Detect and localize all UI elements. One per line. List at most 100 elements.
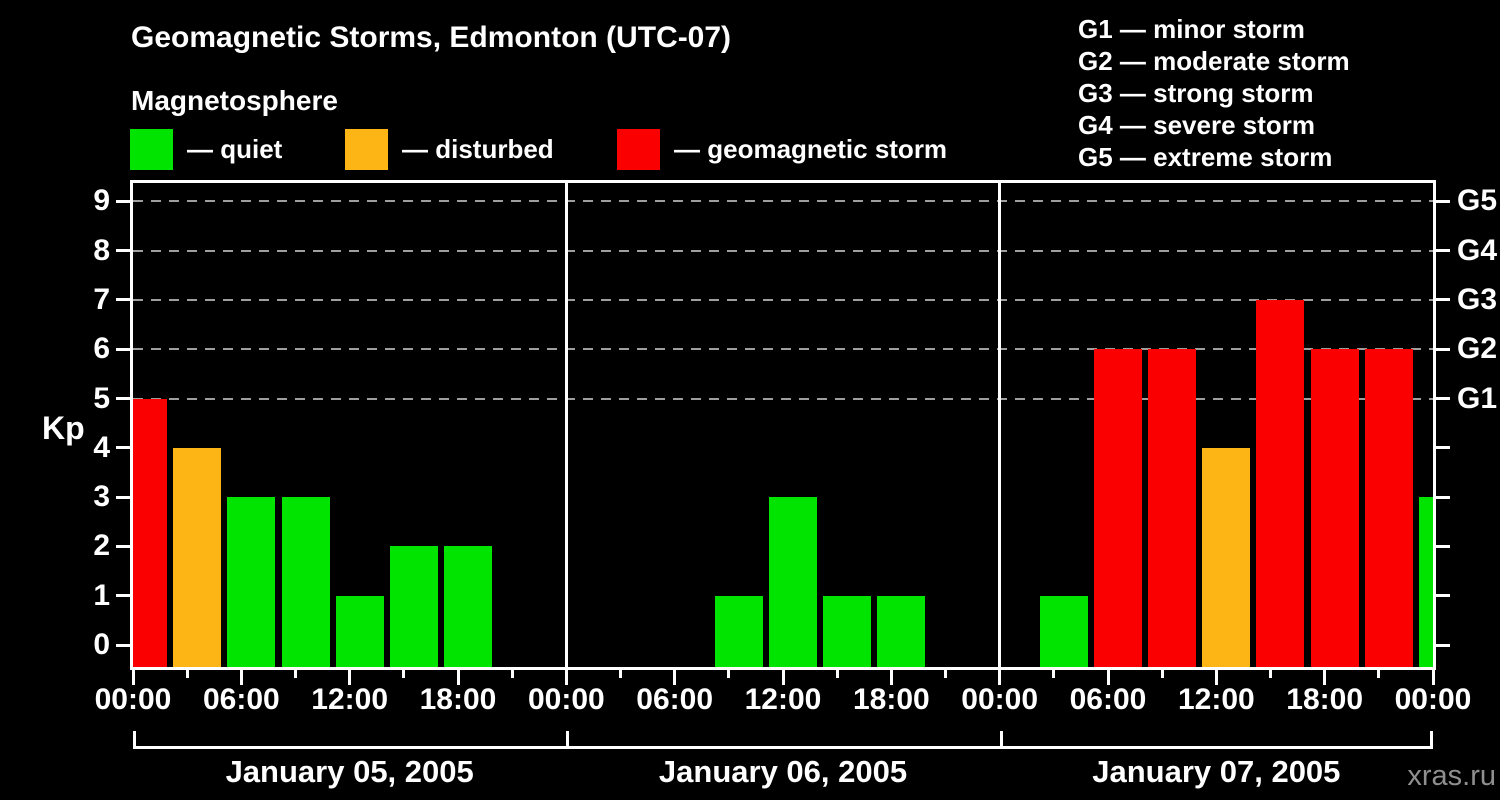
y-axis-tick [116, 298, 130, 302]
x-axis-tick [1269, 670, 1272, 678]
day-panel [566, 183, 999, 667]
x-axis-tick [1052, 670, 1056, 678]
g-axis-label: G2 [1457, 332, 1498, 366]
x-tick-label: 18:00 [1286, 683, 1364, 716]
x-axis-tick [1323, 670, 1327, 685]
date-bracket-tick [133, 731, 136, 749]
kp-bar [133, 398, 167, 667]
y-axis-tick [116, 199, 130, 203]
storm-color-swatch [617, 128, 660, 170]
plot-frame [130, 180, 1436, 670]
x-tick-label: 06:00 [202, 683, 280, 716]
kp-bar [768, 497, 817, 667]
x-axis-tick [619, 670, 622, 678]
y-axis-tick [116, 397, 130, 400]
g-axis-label: G1 [1457, 381, 1498, 415]
kp-bar [1202, 447, 1251, 667]
kp-bar [877, 595, 926, 667]
g-legend-line: G4 — severe storm [1078, 110, 1316, 140]
x-tick-label: 12:00 [1177, 683, 1255, 716]
right-axis-tick [1436, 199, 1450, 203]
x-axis-tick [348, 670, 352, 685]
kp-bar [1364, 349, 1413, 667]
x-axis-tick [1106, 670, 1110, 685]
x-axis-tick [781, 670, 785, 685]
x-tick-label: 00:00 [1394, 683, 1472, 716]
y-tick-label: 4 [93, 430, 110, 464]
g-legend-line: G2 — moderate storm [1078, 46, 1350, 76]
x-axis-tick [510, 670, 514, 678]
y-tick-label: 0 [93, 628, 110, 661]
y-axis-tick [116, 594, 130, 598]
quiet-color-swatch [130, 128, 173, 170]
x-axis-tick [402, 670, 406, 678]
x-tick-label: 18:00 [852, 683, 930, 716]
legend-label-disturbed: — disturbed [402, 133, 554, 164]
right-axis-tick [1436, 544, 1450, 548]
y-axis-tick [116, 446, 130, 450]
watermark: xras.ru [1407, 760, 1496, 792]
x-axis-tick [131, 670, 135, 685]
legend-item-quiet: — quiet [130, 128, 282, 170]
right-axis-tick [1436, 298, 1450, 302]
right-axis-tick [1436, 397, 1450, 400]
date-bracket-tick [566, 731, 570, 749]
x-axis-tick [1431, 670, 1435, 685]
x-axis-tick [835, 670, 839, 678]
x-tick-label: 00:00 [961, 683, 1039, 716]
date-label: January 05, 2005 [225, 754, 474, 789]
kp-bar [823, 595, 872, 667]
legend-item-storm: — geomagnetic storm [617, 128, 947, 170]
g-legend-line: G3 — strong storm [1078, 78, 1314, 108]
right-axis-tick [1436, 594, 1450, 598]
day-divider [998, 183, 1002, 667]
kp-bar [389, 546, 438, 667]
kp-bar [281, 497, 330, 667]
legend-item-disturbed: — disturbed [345, 128, 554, 170]
x-axis-tick [294, 670, 297, 678]
x-axis-tick [1160, 670, 1164, 678]
g-legend-line: G5 — extreme storm [1078, 142, 1333, 172]
x-tick-label: 06:00 [1069, 683, 1147, 716]
gridline [133, 249, 1433, 252]
right-axis-tick [1436, 495, 1450, 499]
y-axis-title: Kp [42, 410, 85, 446]
gridline [133, 298, 1433, 301]
x-tick-label: 06:00 [636, 683, 714, 716]
x-axis-tick [944, 670, 947, 678]
kp-bar [227, 497, 276, 667]
date-bracket-tick [999, 731, 1003, 749]
y-tick-label: 1 [93, 578, 110, 612]
y-tick-label: 3 [93, 480, 110, 514]
right-axis-tick [1436, 249, 1450, 253]
x-axis-tick [564, 670, 568, 685]
x-tick-label: 18:00 [419, 683, 497, 716]
right-axis-tick [1436, 643, 1450, 647]
x-axis-tick [1377, 670, 1381, 678]
x-tick-label: 00:00 [527, 683, 605, 716]
g-axis-label: G5 [1457, 184, 1498, 218]
date-label: January 07, 2005 [1092, 754, 1341, 789]
legend-label-quiet: — quiet [187, 133, 283, 164]
x-tick-label: 12:00 [744, 683, 822, 716]
kp-bar [1418, 497, 1433, 667]
y-axis-tick [116, 544, 130, 548]
x-tick-label: 00:00 [94, 683, 172, 716]
y-axis-tick [116, 249, 130, 253]
kp-bar [1256, 299, 1305, 667]
date-label: January 06, 2005 [658, 754, 908, 789]
x-axis-tick [239, 670, 243, 685]
kp-bar [335, 595, 384, 667]
right-axis-tick [1436, 446, 1450, 450]
date-bracket-tick [1430, 731, 1433, 749]
day-panel [1000, 183, 1433, 667]
y-tick-label: 6 [93, 332, 110, 366]
g-scale-legend: G1 — minor storm G2 — moderate storm G3 — … [1078, 13, 1350, 173]
gridline [133, 200, 1433, 203]
x-axis-tick [456, 670, 460, 685]
x-axis-tick [889, 670, 893, 685]
kp-bar [1148, 349, 1197, 667]
y-tick-label: 9 [93, 184, 110, 218]
page-title: Geomagnetic Storms, Edmonton (UTC-07) [131, 21, 732, 54]
